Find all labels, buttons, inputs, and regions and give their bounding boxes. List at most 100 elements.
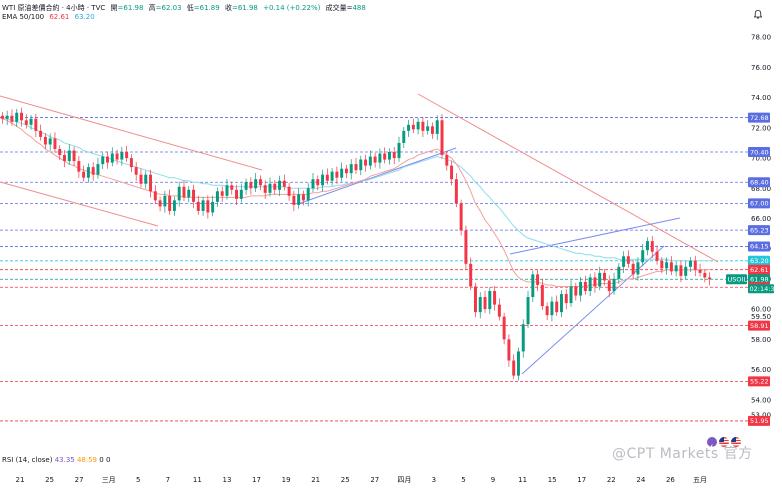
price-tag-67.00: 67.00 xyxy=(748,198,770,209)
candle-body xyxy=(15,112,19,122)
ema-legend[interactable]: EMA 50/100 62.61 63.20 xyxy=(2,13,98,21)
candle-body xyxy=(416,121,420,130)
x-tick-label: 27 xyxy=(370,476,379,484)
candle-body xyxy=(91,167,95,175)
x-tick-label: 22 xyxy=(607,476,616,484)
y-tick-label: 59.50 xyxy=(751,313,771,321)
candle xyxy=(244,178,248,195)
candle xyxy=(359,155,363,176)
candle-body xyxy=(325,174,329,181)
rsi-label[interactable]: RSI (14, close) xyxy=(2,456,53,464)
candle xyxy=(464,225,468,271)
candle-body xyxy=(660,260,664,269)
candle xyxy=(392,147,396,165)
candle xyxy=(550,296,554,322)
candle xyxy=(24,114,28,129)
ema50-line xyxy=(2,118,710,287)
candle-body xyxy=(330,171,334,181)
candle xyxy=(34,113,38,138)
candle-body xyxy=(641,250,645,263)
candle-body xyxy=(349,164,353,174)
candle xyxy=(430,122,434,139)
candle xyxy=(77,156,81,178)
time-axis: 21 25 27 三月 5 7 11 13 17 19 21 25 27 四月 3 5 9 11 15 17 22 24 2… xyxy=(16,476,707,484)
symbol-header[interactable]: WTI 原油差價合約 · 4小時 · TVC 開=61.98 高=62.03 低… xyxy=(2,3,369,13)
candle xyxy=(617,263,621,284)
candle xyxy=(493,286,497,311)
candle-body xyxy=(497,304,501,317)
candle xyxy=(488,287,492,315)
candle xyxy=(626,250,630,268)
notification-icon[interactable] xyxy=(753,4,763,19)
x-tick-label: 25 xyxy=(341,476,350,484)
ema100-value: 63.20 xyxy=(74,13,95,21)
candle-body xyxy=(440,120,444,156)
candle-body xyxy=(622,256,626,267)
candle xyxy=(411,118,415,134)
candle xyxy=(325,168,329,185)
price-tag-63.20: 63.20 xyxy=(748,255,770,266)
candle-body xyxy=(48,138,52,145)
candle xyxy=(483,290,487,313)
svg-text:70.40: 70.40 xyxy=(750,148,769,156)
candle xyxy=(211,195,215,217)
candle-body xyxy=(402,130,406,143)
x-tick-label: 7 xyxy=(166,476,170,484)
candle-body xyxy=(512,360,516,376)
ema-label[interactable]: EMA 50/100 xyxy=(2,13,45,21)
x-tick-label: 27 xyxy=(75,476,84,484)
candle xyxy=(39,124,43,141)
svg-text:65.23: 65.23 xyxy=(750,226,769,234)
candle-body xyxy=(559,294,563,313)
candle-body xyxy=(488,291,492,310)
candle xyxy=(258,175,262,191)
candle xyxy=(225,179,229,200)
candle xyxy=(273,179,277,195)
candle xyxy=(297,188,301,209)
candle xyxy=(125,145,129,162)
x-tick-label: 21 xyxy=(16,476,25,484)
candle xyxy=(588,273,592,296)
candle xyxy=(383,147,387,164)
x-tick-label: 19 xyxy=(282,476,291,484)
svg-text:USOIL: USOIL xyxy=(728,276,748,284)
candle-body xyxy=(703,272,707,278)
candle-body xyxy=(0,115,4,119)
candle xyxy=(101,152,105,170)
candle-body xyxy=(340,168,344,178)
candle-body xyxy=(583,281,587,292)
candlesticks xyxy=(0,107,712,381)
candle-body xyxy=(507,339,511,361)
price-tag-64.15: 64.15 xyxy=(748,241,770,252)
candle xyxy=(397,136,401,162)
candle xyxy=(43,133,47,150)
price-tag-70.40: 70.40 xyxy=(748,147,770,158)
x-tick-label: 五月 xyxy=(693,476,707,484)
ohlc-low: 低=61.89 xyxy=(186,4,220,12)
candle-body xyxy=(579,281,583,296)
symbol-title[interactable]: WTI 原油差價合約 · 4小時 · TVC xyxy=(2,4,106,12)
candle xyxy=(545,302,549,321)
candle-body xyxy=(335,171,339,178)
candle-body xyxy=(459,203,463,231)
candle xyxy=(603,269,606,286)
candle-body xyxy=(574,286,578,296)
candle-body xyxy=(72,150,76,162)
trend-lines xyxy=(0,93,719,375)
candle xyxy=(469,257,473,291)
candle xyxy=(72,146,76,167)
price-tag-55.22: 55.22 xyxy=(748,376,770,387)
candle xyxy=(182,180,186,202)
candle xyxy=(306,183,310,207)
rsi-legend[interactable]: RSI (14, close) 43.35 48.59 0 0 xyxy=(2,456,110,464)
candle xyxy=(555,295,559,316)
price-change: +0.14 (+0.22%) xyxy=(263,4,321,12)
price-tag-51.95: 51.95 xyxy=(748,415,770,426)
candle xyxy=(564,289,568,310)
candle xyxy=(426,120,430,135)
candle-body xyxy=(172,200,176,211)
ohlc-close: 收=61.98 xyxy=(224,4,258,12)
flash-icon[interactable] xyxy=(707,437,717,451)
trendline-blue-mid xyxy=(297,147,457,205)
